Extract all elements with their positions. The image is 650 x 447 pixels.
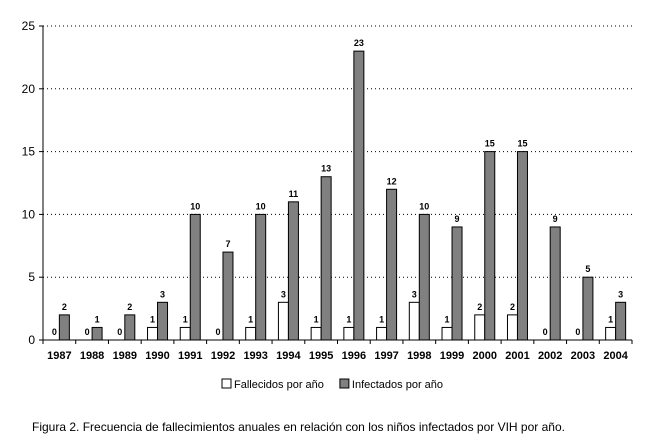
data-label-infectados-1997: 12 [387,176,397,186]
data-label-infectados-1989: 2 [127,302,132,312]
data-label-infectados-1991: 10 [190,201,200,211]
data-label-fallecidos-2003: 0 [575,327,580,337]
bar-fallecidos-2001 [506,314,518,341]
x-tick-label-1988: 1988 [80,350,104,362]
y-tick-label-20: 20 [22,82,36,96]
data-label-infectados-1993: 10 [256,201,266,211]
x-tick-label-1994: 1994 [276,350,301,362]
bar-fallecidos-1997 [376,326,388,341]
data-label-fallecidos-1992: 0 [215,327,220,337]
data-label-fallecidos-1999: 1 [445,314,450,324]
legend-label-infectados: Infectados por año [352,379,443,391]
bar-fallecidos-1995 [310,326,322,341]
data-label-infectados-1998: 10 [419,201,429,211]
data-label-infectados-1996: 23 [354,38,364,48]
x-tick-label-1987: 1987 [47,350,71,362]
legend-swatch-infectados [339,378,350,389]
x-tick-label-2003: 2003 [571,350,595,362]
bar-infectados-2002 [549,226,561,341]
bar-fallecidos-1993 [245,326,257,341]
y-tick-label-15: 15 [22,145,36,159]
y-tick-label-10: 10 [22,207,36,221]
data-label-infectados-1992: 7 [225,239,230,249]
data-label-fallecidos-1998: 3 [412,289,417,299]
y-tick-label-0: 0 [28,333,35,347]
data-label-infectados-1994: 11 [289,189,299,199]
bar-infectados-1996 [353,50,365,341]
figure-caption: Figura 2. Frecuencia de fallecimientos a… [32,420,565,434]
bar-fallecidos-1998 [408,301,420,341]
data-label-fallecidos-1987: 0 [52,327,57,337]
bar-infectados-1988 [91,326,103,341]
x-tick-label-2004: 2004 [603,350,628,362]
data-label-infectados-2003: 5 [585,264,590,274]
x-tick-label-1991: 1991 [178,350,202,362]
bar-infectados-1995 [320,176,332,341]
bar-infectados-1999 [451,226,463,341]
x-tick-label-2002: 2002 [538,350,562,362]
legend-swatch-fallecidos [221,378,232,389]
x-tick-label-1995: 1995 [309,350,333,362]
bar-infectados-1989 [124,314,136,341]
bar-infectados-1987 [58,314,70,341]
data-label-infectados-2001: 15 [517,139,527,149]
data-label-infectados-1987: 2 [62,302,67,312]
data-label-fallecidos-2001: 2 [510,302,515,312]
bar-fallecidos-1990 [147,326,159,341]
data-label-infectados-1990: 3 [160,289,165,299]
data-label-fallecidos-1990: 1 [150,314,155,324]
bar-infectados-1997 [386,188,398,341]
bar-infectados-1994 [287,201,299,341]
x-tick-label-1993: 1993 [243,350,267,362]
y-tick-label-25: 25 [22,19,36,33]
data-label-fallecidos-1988: 0 [85,327,90,337]
x-tick-label-1992: 1992 [211,350,235,362]
data-label-infectados-2000: 15 [485,139,495,149]
data-label-fallecidos-1994: 3 [281,289,286,299]
bar-fallecidos-1991 [179,326,191,341]
data-label-fallecidos-2004: 1 [608,314,613,324]
data-label-fallecidos-1995: 1 [314,314,319,324]
data-label-fallecidos-1989: 0 [117,327,122,337]
data-label-infectados-1988: 1 [95,314,100,324]
data-label-fallecidos-1991: 1 [183,314,188,324]
x-tick-label-2000: 2000 [473,350,497,362]
bar-fallecidos-1999 [441,326,453,341]
bar-infectados-2004 [615,301,627,341]
x-tick-label-1996: 1996 [342,350,366,362]
legend-label-fallecidos: Fallecidos por año [234,379,324,391]
data-label-infectados-1999: 9 [455,214,460,224]
data-label-fallecidos-1996: 1 [346,314,351,324]
x-tick-label-1989: 1989 [113,350,137,362]
data-label-infectados-1995: 13 [321,164,331,174]
data-label-infectados-2002: 9 [553,214,558,224]
bar-fallecidos-1994 [277,301,289,341]
data-label-fallecidos-2002: 0 [543,327,548,337]
y-tick-label-5: 5 [28,270,35,284]
data-label-fallecidos-1997: 1 [379,314,384,324]
x-tick-label-1997: 1997 [374,350,398,362]
bar-fallecidos-1996 [343,326,355,341]
data-label-fallecidos-1993: 1 [248,314,253,324]
bar-infectados-2000 [484,151,496,341]
bar-infectados-1992 [222,251,234,341]
bar-infectados-1991 [189,213,201,341]
bar-fallecidos-2000 [474,314,486,341]
bar-infectados-1990 [157,301,169,341]
x-tick-label-1999: 1999 [440,350,464,362]
bar-infectados-2003 [582,276,594,341]
x-tick-label-2001: 2001 [505,350,529,362]
x-tick-label-1998: 1998 [407,350,431,362]
bar-infectados-1998 [418,213,430,341]
data-label-fallecidos-2000: 2 [477,302,482,312]
x-tick-label-1990: 1990 [145,350,169,362]
bar-fallecidos-2004 [605,326,617,341]
bar-infectados-1993 [255,213,267,341]
data-label-infectados-2004: 3 [618,289,623,299]
bar-infectados-2001 [516,151,528,341]
